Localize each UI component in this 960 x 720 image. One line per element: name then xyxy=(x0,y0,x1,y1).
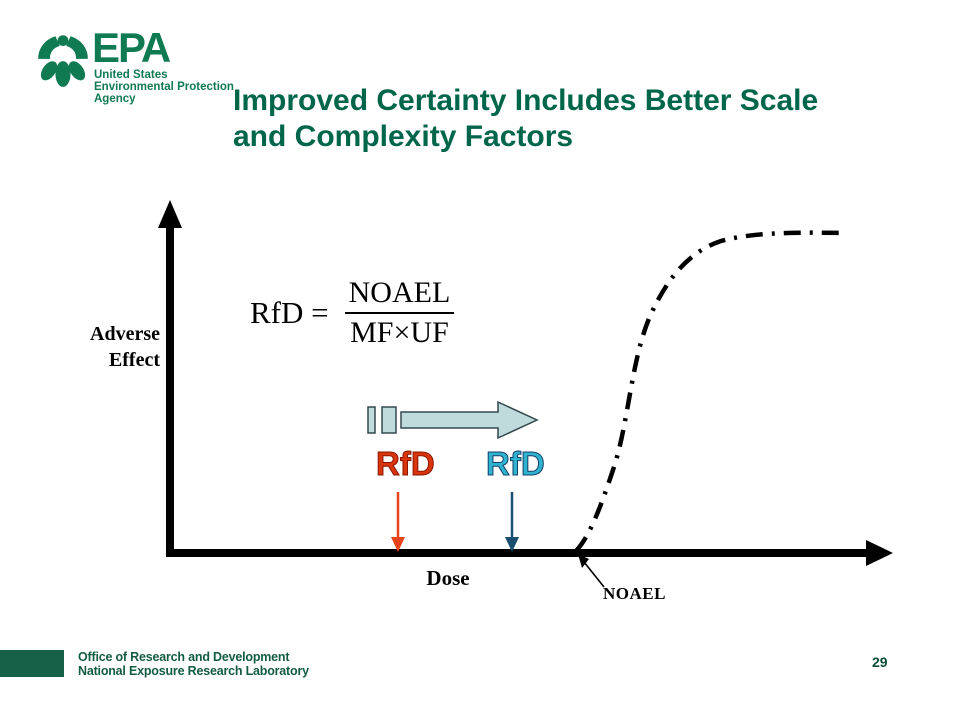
page-number: 29 xyxy=(872,654,888,670)
formula-numerator: NOAEL xyxy=(344,276,455,314)
formula-fraction: NOAEL MF×UF xyxy=(344,276,455,350)
y-axis xyxy=(158,200,182,557)
logo-tagline-line1: United States xyxy=(94,69,168,81)
footer-org-line2: National Exposure Research Laboratory xyxy=(78,663,309,678)
rfd-new-marker-arrow xyxy=(505,492,519,552)
rfd-new-label: RfD xyxy=(486,445,546,482)
rfd-old-marker-arrow xyxy=(391,492,405,552)
x-axis xyxy=(166,540,893,566)
footer-org-text: Office of Research and Development Natio… xyxy=(78,650,309,678)
y-axis-label: Adverse Effect xyxy=(62,321,160,373)
epa-logo: EPA United States Environmental Protecti… xyxy=(36,24,234,105)
logo-tagline-line2: Environmental Protection xyxy=(94,81,234,93)
rfd-formula: RfD = NOAEL MF×UF xyxy=(250,276,455,350)
logo-tagline-line3: Agency xyxy=(94,93,136,105)
noael-label: NOAEL xyxy=(603,584,666,603)
dose-response-curve xyxy=(574,230,846,553)
striped-right-arrow xyxy=(367,400,539,440)
y-axis-label-line2: Effect xyxy=(108,349,160,371)
noael-callout-arrow xyxy=(578,554,605,588)
y-axis-arrowhead xyxy=(158,200,182,228)
formula-lhs: RfD = xyxy=(250,295,329,330)
x-axis-label: Dose xyxy=(426,566,470,590)
epa-wordmark: EPA xyxy=(92,24,171,71)
slide-title: Improved Certainty Includes Better Scale… xyxy=(233,84,819,153)
rfd-old-label: RfD xyxy=(376,445,436,482)
epa-flower-icon xyxy=(38,35,88,87)
footer-green-bar xyxy=(0,650,64,677)
y-axis-label-line1: Adverse xyxy=(90,323,160,345)
footer-org-line1: Office of Research and Development xyxy=(78,650,290,664)
formula-denominator: MF×UF xyxy=(350,316,449,349)
x-axis-arrowhead xyxy=(866,540,893,566)
